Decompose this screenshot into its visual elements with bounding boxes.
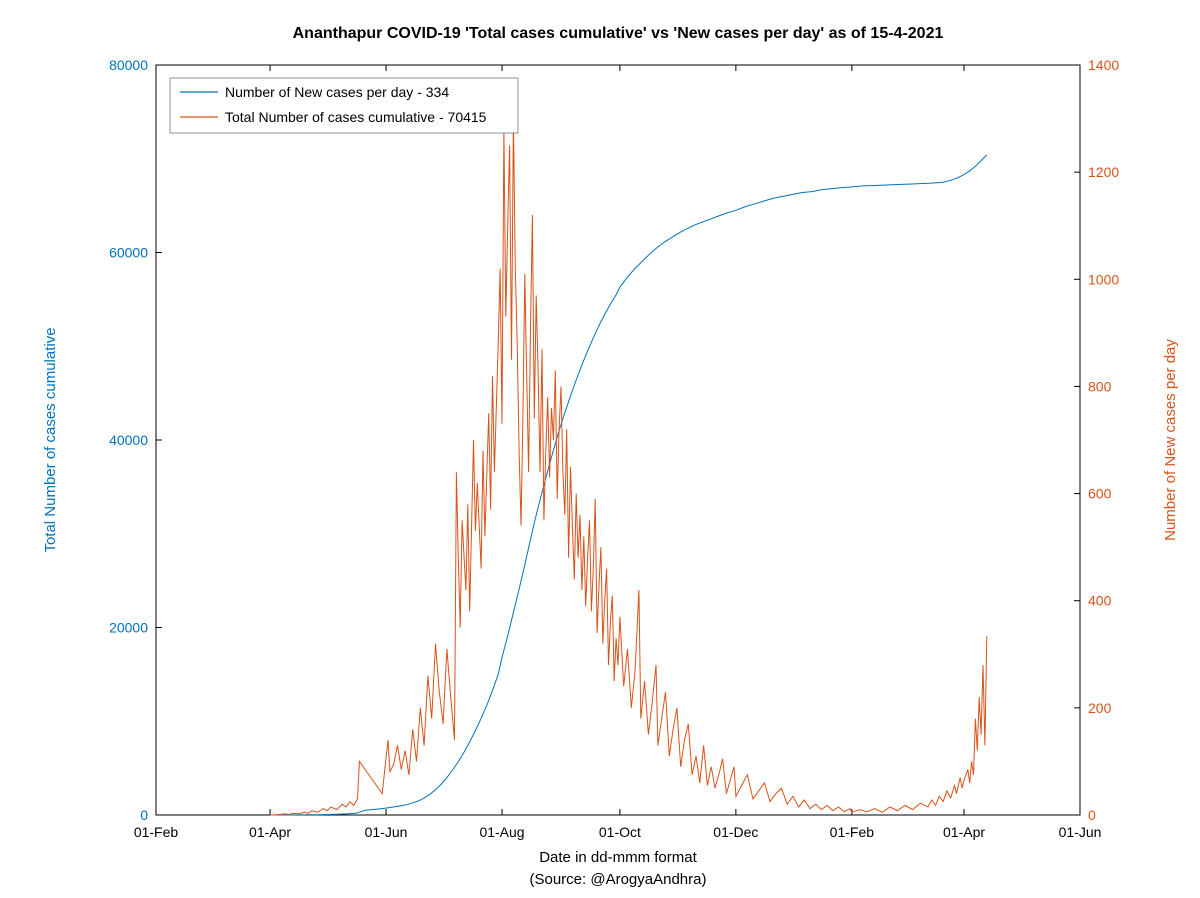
yl-tick-label: 60000 <box>109 245 148 261</box>
legend-label-1: Number of New cases per day - 334 <box>225 84 449 100</box>
yl-tick-label: 80000 <box>109 57 148 73</box>
chart-container: Ananthapur COVID-19 'Total cases cumulat… <box>0 0 1200 898</box>
x-tick-label: 01-Jun <box>1059 824 1102 840</box>
x-tick-label: 01-Apr <box>943 824 985 840</box>
x-tick-label: 01-Aug <box>479 824 524 840</box>
series-group <box>270 119 987 815</box>
series-cumulative <box>270 155 987 815</box>
x-tick-label: 01-Dec <box>713 824 758 840</box>
yl-tick-label: 40000 <box>109 432 148 448</box>
chart-title: Ananthapur COVID-19 'Total cases cumulat… <box>293 25 944 42</box>
source-label: (Source: @ArogyaAndhra) <box>530 871 707 888</box>
x-tick-label: 01-Feb <box>830 824 875 840</box>
chart-svg: Ananthapur COVID-19 'Total cases cumulat… <box>0 0 1200 898</box>
yr-tick-label: 1000 <box>1088 271 1119 287</box>
yl-tick-label: 0 <box>140 807 148 823</box>
y-axis-label-right: Number of New cases per day <box>1162 339 1179 541</box>
plot-border <box>156 65 1080 815</box>
yr-tick-label: 800 <box>1088 378 1112 394</box>
x-tick-label: 01-Apr <box>249 824 291 840</box>
x-tick-label: 01-Feb <box>134 824 179 840</box>
x-tick-label: 01-Jun <box>365 824 408 840</box>
yr-tick-label: 200 <box>1088 700 1112 716</box>
yr-tick-label: 400 <box>1088 593 1112 609</box>
x-tick-label: 01-Oct <box>599 824 641 840</box>
yr-tick-label: 1200 <box>1088 164 1119 180</box>
x-axis-label: Date in dd-mmm format <box>539 849 697 866</box>
legend-label-2: Total Number of cases cumulative - 70415 <box>225 109 487 125</box>
yr-tick-label: 1400 <box>1088 57 1119 73</box>
yr-tick-label: 0 <box>1088 807 1096 823</box>
legend: Number of New cases per day - 334 Total … <box>170 78 518 133</box>
yr-tick-label: 600 <box>1088 486 1112 502</box>
series-newcases <box>270 119 987 815</box>
yl-tick-label: 20000 <box>109 620 148 636</box>
axes-group: 01-Feb 01-Apr 01-Jun 01-Aug 01-Oct 01-Dec 01-F… <box>109 57 1119 840</box>
y-axis-label-left: Total Number of cases cumulative <box>42 327 59 552</box>
